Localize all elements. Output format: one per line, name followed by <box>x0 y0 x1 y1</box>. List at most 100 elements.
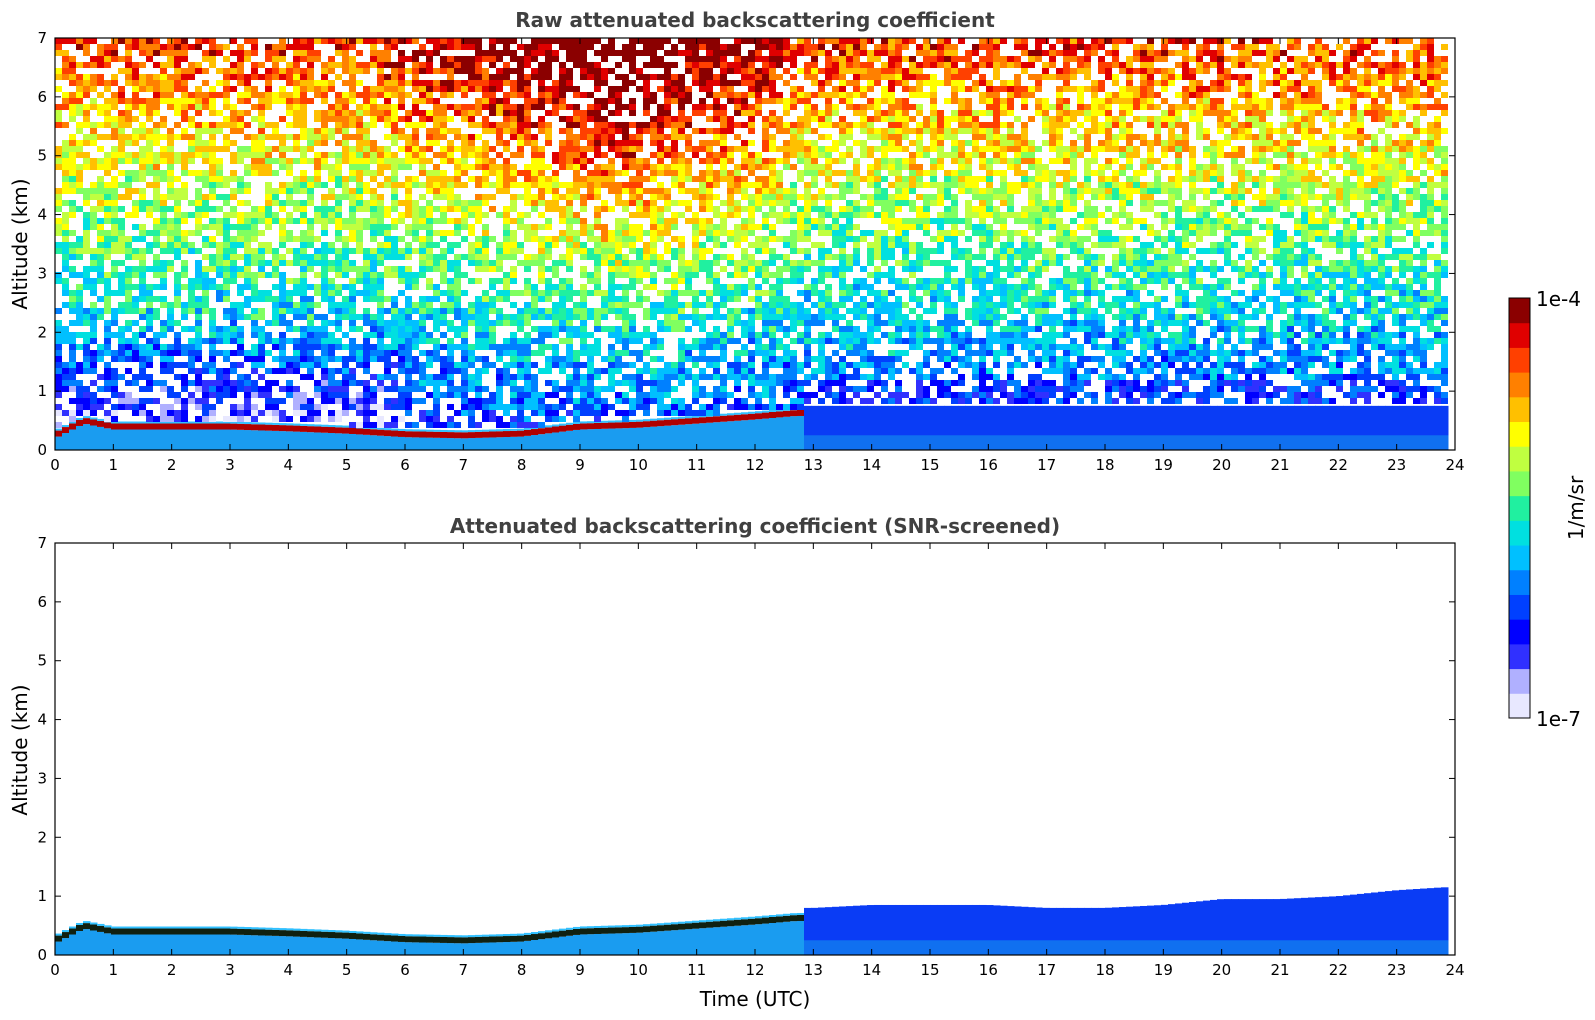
backscatter-cell <box>1056 74 1063 80</box>
backscatter-cell <box>1007 86 1014 92</box>
backscatter-cell <box>650 50 657 56</box>
backscatter-cell <box>1056 92 1063 98</box>
backscatter-cell <box>433 104 440 110</box>
backscatter-cell <box>664 74 671 80</box>
layer-top-cell <box>202 423 210 430</box>
backscatter-cell <box>972 212 979 218</box>
aerosol-layer-cell <box>1007 435 1015 450</box>
backscatter-cell <box>1168 104 1175 110</box>
aerosol-layer-cell <box>1357 405 1365 450</box>
backscatter-cell <box>657 152 664 158</box>
backscatter-cell <box>1196 92 1203 98</box>
backscatter-cell <box>664 170 671 176</box>
backscatter-cell <box>888 146 895 152</box>
backscatter-cell <box>1084 86 1091 92</box>
backscatter-cell <box>139 128 146 134</box>
backscatter-cell <box>1343 188 1350 194</box>
backscatter-cell <box>1364 182 1371 188</box>
backscatter-cell <box>1014 116 1021 122</box>
backscatter-cell <box>1329 146 1336 152</box>
backscatter-cell <box>216 224 223 230</box>
backscatter-cell <box>1196 98 1203 104</box>
backscatter-cell <box>1266 200 1273 206</box>
backscatter-cell <box>1350 56 1357 62</box>
backscatter-cell <box>1112 122 1119 128</box>
backscatter-cell <box>447 38 454 44</box>
layer-top-cell <box>405 431 413 438</box>
backscatter-cell <box>629 38 636 44</box>
backscatter-cell <box>104 44 111 50</box>
backscatter-cell <box>601 122 608 128</box>
aerosol-layer-cell <box>804 435 812 450</box>
backscatter-cell <box>454 218 461 224</box>
backscatter-cell <box>1392 194 1399 200</box>
backscatter-cell <box>755 176 762 182</box>
backscatter-cell <box>629 122 636 128</box>
backscatter-cell <box>76 170 83 176</box>
backscatter-cell <box>1245 206 1252 212</box>
backscatter-cell <box>174 68 181 74</box>
backscatter-cell <box>524 182 531 188</box>
backscatter-cell <box>615 122 622 128</box>
backscatter-cell <box>706 56 713 62</box>
backscatter-cell <box>510 68 517 74</box>
backscatter-cell <box>1336 98 1343 104</box>
backscatter-cell <box>1350 152 1357 158</box>
aerosol-layer-cell <box>923 405 931 450</box>
aerosol-layer-cell <box>832 405 840 450</box>
backscatter-cell <box>573 116 580 122</box>
aerosol-layer-cell <box>923 435 931 450</box>
backscatter-cell <box>1427 56 1434 62</box>
backscatter-cell <box>1140 140 1147 146</box>
backscatter-cell <box>181 68 188 74</box>
backscatter-cell <box>685 176 692 182</box>
backscatter-cell <box>153 200 160 206</box>
aerosol-layer-cell <box>447 438 455 450</box>
backscatter-cell <box>363 188 370 194</box>
backscatter-cell <box>1238 176 1245 182</box>
backscatter-cell <box>1126 68 1133 74</box>
backscatter-cell <box>713 104 720 110</box>
backscatter-cell <box>335 152 342 158</box>
backscatter-cell <box>587 188 594 194</box>
backscatter-cell <box>181 86 188 92</box>
layer-top-cell <box>713 416 721 423</box>
backscatter-cell <box>62 164 69 170</box>
backscatter-cell <box>811 68 818 74</box>
backscatter-cell <box>237 158 244 164</box>
aerosol-layer-cell <box>1168 435 1176 450</box>
backscatter-cell <box>958 104 965 110</box>
layer-edge-cell <box>447 430 455 433</box>
backscatter-cell <box>1189 176 1196 182</box>
backscatter-cell <box>1350 170 1357 176</box>
backscatter-cell <box>1371 200 1378 206</box>
backscatter-cell <box>664 194 671 200</box>
backscatter-cell <box>1259 194 1266 200</box>
backscatter-cell <box>1413 158 1420 164</box>
backscatter-cell <box>391 158 398 164</box>
backscatter-cell <box>552 98 559 104</box>
backscatter-cell <box>573 194 580 200</box>
layer-edge-cell <box>160 421 168 424</box>
backscatter-cell <box>1371 146 1378 152</box>
backscatter-cell <box>643 188 650 194</box>
layer-edge-cell <box>69 421 77 424</box>
backscatter-cell <box>97 200 104 206</box>
layer-edge-cell <box>510 428 518 431</box>
backscatter-cell <box>1000 170 1007 176</box>
backscatter-cell <box>1308 176 1315 182</box>
backscatter-cell <box>860 206 867 212</box>
aerosol-layer-cell <box>1399 405 1407 450</box>
backscatter-cell <box>573 188 580 194</box>
aerosol-layer-cell <box>1189 435 1197 450</box>
backscatter-cell <box>951 92 958 98</box>
aerosol-layer-cell <box>1273 405 1281 450</box>
backscatter-cell <box>209 98 216 104</box>
backscatter-cell <box>1119 68 1126 74</box>
backscatter-cell <box>272 212 279 218</box>
backscatter-cell <box>209 206 216 212</box>
backscatter-cell <box>132 116 139 122</box>
backscatter-cell <box>1056 152 1063 158</box>
backscatter-cell <box>937 134 944 140</box>
backscatter-cell <box>1028 146 1035 152</box>
